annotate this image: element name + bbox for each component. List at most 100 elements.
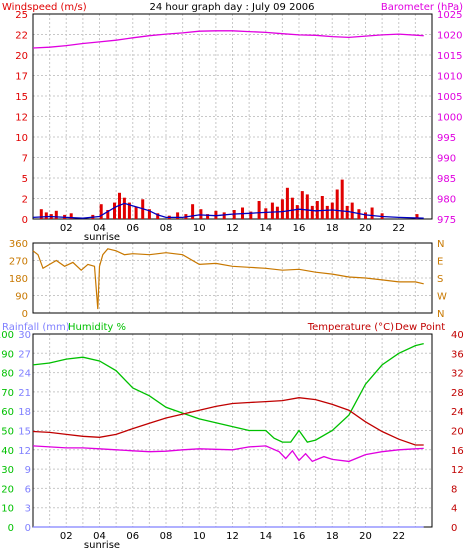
temperature-tick-label: 40 xyxy=(451,330,464,341)
barometer-tick-label: 1010 xyxy=(437,72,462,83)
rainfall-tick-label: 12 xyxy=(18,446,31,457)
wind-gust-bar xyxy=(325,205,329,219)
humidity-axis: 0 10 20 30 40 50 60 70 80 90 100 xyxy=(0,330,14,534)
hour-tick-label: 18 xyxy=(326,531,339,542)
hour-tick-label: 04 xyxy=(93,223,106,234)
hour-tick-label: 18 xyxy=(326,223,339,234)
wind-gust-bar xyxy=(290,197,294,219)
humidity-title: Humidity % xyxy=(68,322,126,333)
wind-gust-bar xyxy=(39,209,43,219)
windspeed-tick-label: 0 xyxy=(22,215,28,226)
wind-gust-bar xyxy=(370,207,374,219)
compass-tick-label: N xyxy=(437,309,444,320)
wind-gust-bar xyxy=(330,202,334,219)
wind-gust-bar xyxy=(364,212,367,219)
direction-tick-label: 270 xyxy=(9,257,28,268)
wind-gust-bar xyxy=(350,202,354,219)
rainfall-tick-label: 0 xyxy=(25,523,31,534)
wind-gust-bar xyxy=(415,214,419,219)
wind-direction-frame xyxy=(32,242,433,314)
hour-tick-label: 12 xyxy=(226,531,239,542)
wind-gust-bar xyxy=(285,187,289,219)
humidity-tick-label: 0 xyxy=(8,523,14,534)
wind-gust-bar xyxy=(147,209,151,219)
windspeed-tick-label: 20 xyxy=(15,51,28,62)
barometer-tick-label: 1005 xyxy=(437,92,462,103)
temperature-tick-label: 4 xyxy=(451,504,457,515)
wind-gust-bar xyxy=(134,206,138,219)
wind-barometer-frame xyxy=(32,13,433,220)
wind-gust-bars xyxy=(39,179,419,219)
rainfall-tick-label: 18 xyxy=(18,407,31,418)
wind-gust-bar xyxy=(127,202,131,219)
humidity-tick-label: 10 xyxy=(1,504,14,515)
time-axis-top: 02 04 06 08 10 12 14 16 18 20 22 xyxy=(60,223,405,234)
windspeed-title: Windspeed (m/s) xyxy=(2,2,87,13)
wind-direction-line xyxy=(32,248,424,310)
windspeed-tick-label: 10 xyxy=(15,133,28,144)
wind-gust-bar xyxy=(340,179,344,219)
windspeed-tick-label: 5 xyxy=(22,174,28,185)
humidity-tick-label: 20 xyxy=(1,484,14,495)
barometer-tick-label: 1025 xyxy=(437,10,462,21)
rainfall-tick-label: 3 xyxy=(25,504,31,515)
time-axis-bottom: 02 04 06 08 10 12 14 16 18 20 22 xyxy=(60,531,405,542)
temperature-tick-label: 24 xyxy=(451,407,464,418)
hour-tick-label: 04 xyxy=(93,531,106,542)
sunrise-label-top: sunrise xyxy=(84,232,120,243)
hour-tick-label: 20 xyxy=(359,223,372,234)
windspeed-tick-label: 7 xyxy=(22,154,28,165)
wind-gust-bar xyxy=(44,212,48,219)
wind-gust-bar xyxy=(320,196,324,219)
direction-tick-label: 0 xyxy=(22,309,28,320)
hour-tick-label: 06 xyxy=(126,223,139,234)
wind-gust-bar xyxy=(199,209,203,219)
hour-tick-label: 10 xyxy=(193,531,206,542)
dewpoint-line xyxy=(32,445,424,463)
barometer-tick-label: 985 xyxy=(437,174,456,185)
wind-gust-bar xyxy=(264,208,268,219)
rainfall-tick-label: 30 xyxy=(18,330,31,341)
wind-gust-bar xyxy=(122,197,126,219)
wind-gust-bar xyxy=(249,211,253,219)
barometer-tick-label: 1020 xyxy=(437,31,462,42)
hour-tick-label: 10 xyxy=(193,223,206,234)
rainfall-tick-label: 27 xyxy=(18,349,31,360)
wind-gust-bar xyxy=(176,212,180,219)
rainfall-tick-label: 15 xyxy=(18,427,31,438)
wind-gust-bar xyxy=(310,205,314,219)
hour-tick-label: 22 xyxy=(392,531,405,542)
hour-tick-label: 22 xyxy=(392,223,405,234)
wind-gust-bar xyxy=(275,206,279,219)
barometer-tick-label: 1015 xyxy=(437,51,462,62)
windspeed-tick-label: 15 xyxy=(15,92,28,103)
humidity-tick-label: 50 xyxy=(1,427,14,438)
humidity-tick-label: 60 xyxy=(1,407,14,418)
humidity-tick-label: 90 xyxy=(1,349,14,360)
rainfall-tick-label: 6 xyxy=(25,484,31,495)
barometer-line xyxy=(32,30,424,49)
wind-gust-bar xyxy=(300,191,304,219)
direction-tick-label: 90 xyxy=(15,292,28,303)
wind-gust-bar xyxy=(295,205,299,219)
wind-gust-bar xyxy=(156,213,160,219)
hour-tick-label: 08 xyxy=(160,531,173,542)
wind-gust-bar xyxy=(305,194,309,219)
barometer-tick-label: 1000 xyxy=(437,113,462,124)
humidity-line xyxy=(32,342,424,443)
direction-tick-label: 360 xyxy=(9,239,28,250)
humidity-tick-label: 30 xyxy=(1,465,14,476)
graph-title: 24 hour graph day : July 09 2006 xyxy=(149,2,314,13)
hour-tick-label: 12 xyxy=(226,223,239,234)
wind-gust-bar xyxy=(222,212,226,219)
wind-gust-bar xyxy=(69,213,73,219)
compass-tick-label: W xyxy=(437,292,447,303)
rainfall-tick-label: 24 xyxy=(18,369,31,380)
barometer-tick-label: 975 xyxy=(437,215,456,226)
rainfall-axis: 0 3 6 9 12 15 18 21 24 27 30 xyxy=(18,330,31,534)
